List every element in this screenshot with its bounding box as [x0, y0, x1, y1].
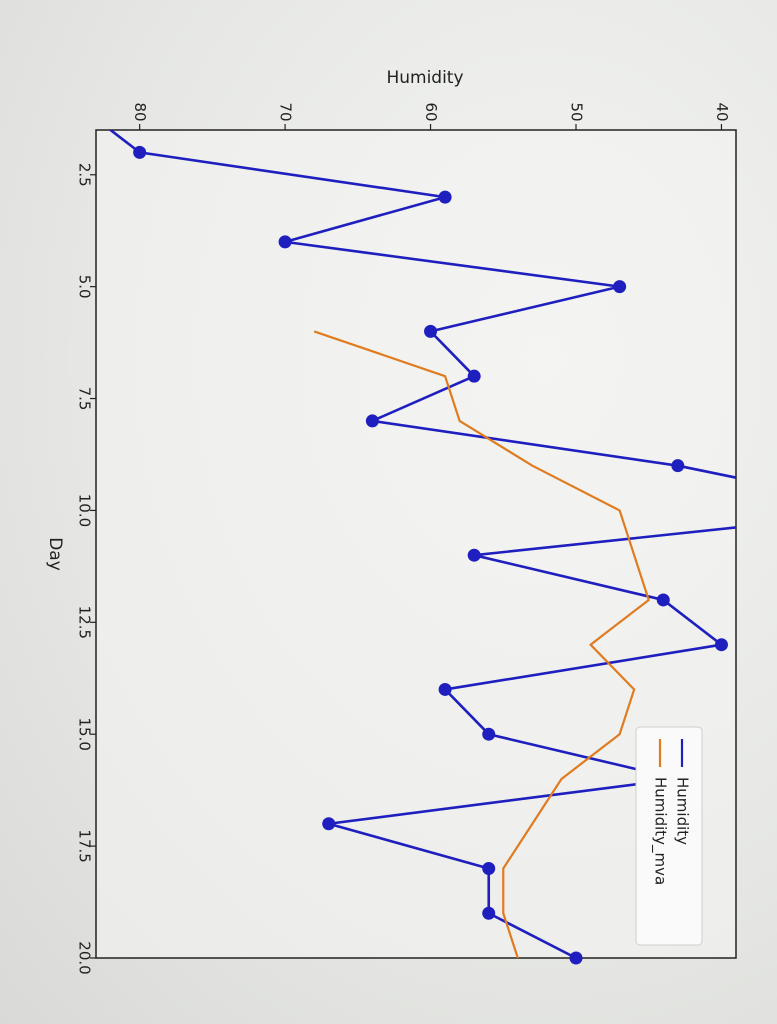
- y-tick-label: 50: [568, 102, 586, 121]
- y-tick-label: 80: [131, 102, 149, 121]
- data-point: [133, 145, 147, 159]
- x-axis-label: Day: [45, 537, 65, 571]
- data-point: [482, 727, 496, 741]
- legend-entry: Humidity_mva: [651, 777, 670, 885]
- data-point: [438, 190, 452, 204]
- data-point: [569, 951, 583, 965]
- y-tick-label: 60: [422, 102, 440, 121]
- legend-entry: Humidity: [674, 777, 692, 845]
- data-point: [714, 638, 728, 652]
- data-point: [656, 593, 670, 607]
- data-point: [482, 861, 496, 875]
- series-line-humidity-mva: [313, 330, 650, 958]
- series-line-humidity: [108, 130, 736, 958]
- data-point: [613, 280, 627, 294]
- x-tick-label: 12.5: [76, 606, 94, 639]
- data-point: [671, 459, 685, 473]
- x-tick-label: 5.0: [76, 275, 94, 299]
- y-tick-label: 70: [277, 102, 295, 121]
- x-tick-label: 15.0: [76, 718, 94, 751]
- y-tick-label: 40: [713, 102, 731, 121]
- data-point: [424, 324, 438, 338]
- x-tick-label: 2.5: [76, 163, 94, 187]
- data-point: [467, 548, 481, 562]
- data-point: [322, 817, 336, 831]
- x-tick-label: 17.5: [76, 829, 94, 862]
- x-tick-label: 20.0: [76, 941, 94, 974]
- data-point: [365, 414, 379, 428]
- plot-frame: [95, 129, 737, 959]
- data-point: [278, 235, 292, 249]
- x-tick-label: 10.0: [76, 494, 94, 527]
- y-axis-label: Humidity: [386, 68, 463, 88]
- data-point: [438, 682, 452, 696]
- data-point: [467, 369, 481, 383]
- data-point: [482, 906, 496, 920]
- legend: [635, 726, 703, 946]
- x-tick-label: 7.5: [76, 387, 94, 411]
